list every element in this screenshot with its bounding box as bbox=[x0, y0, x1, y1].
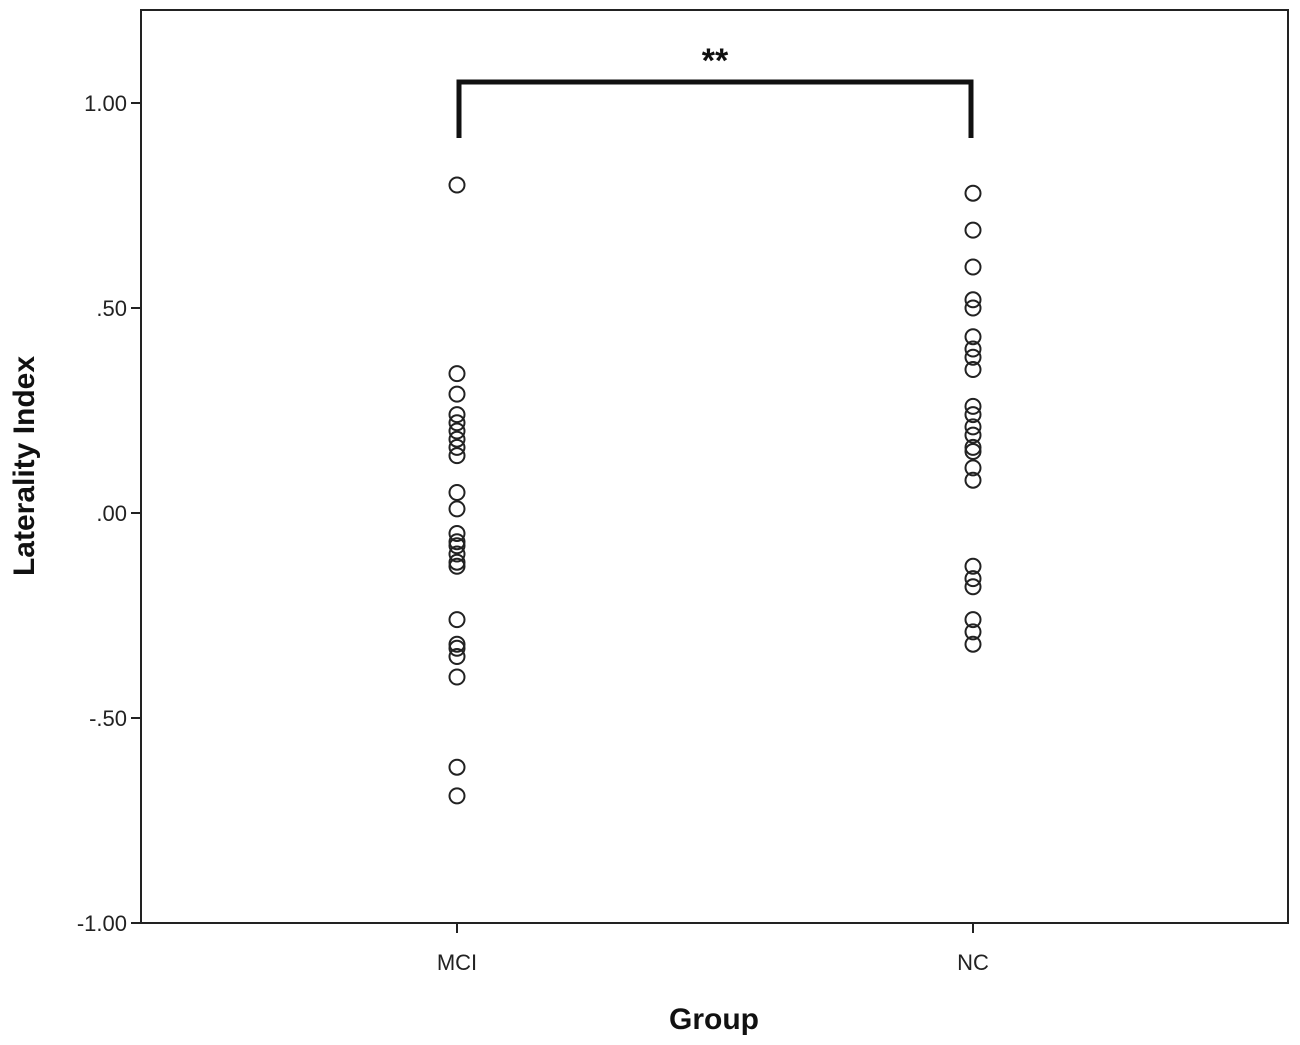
data-point-mci bbox=[448, 500, 466, 518]
data-point-nc bbox=[964, 340, 982, 358]
data-point-mci bbox=[448, 787, 466, 805]
data-point-nc bbox=[964, 578, 982, 596]
data-point-mci bbox=[448, 758, 466, 776]
data-point-mci bbox=[448, 611, 466, 629]
data-point-mci bbox=[448, 447, 466, 465]
y-axis-title: Laterality Index bbox=[8, 356, 41, 576]
data-point-mci bbox=[448, 484, 466, 501]
data-point-mci bbox=[448, 176, 466, 194]
data-point-mci bbox=[448, 557, 466, 575]
data-point-mci bbox=[448, 422, 466, 440]
y-tick-label: 1.00 bbox=[84, 91, 127, 116]
data-point-mci bbox=[448, 438, 466, 456]
x-tick-label: NC bbox=[957, 950, 989, 975]
data-point-nc bbox=[964, 184, 982, 202]
data-point-nc bbox=[964, 471, 982, 489]
x-axis: MCI NC bbox=[437, 923, 989, 975]
significance-label: ** bbox=[702, 42, 729, 80]
data-point-mci bbox=[448, 533, 466, 551]
data-point-mci bbox=[448, 635, 466, 653]
y-axis: 1.00 .50 .00 -.50 -1.00 bbox=[77, 91, 141, 936]
data-point-nc bbox=[964, 328, 982, 346]
data-point-nc bbox=[964, 406, 982, 424]
data-point-nc bbox=[964, 291, 982, 309]
data-point-nc bbox=[964, 557, 982, 575]
y-tick-label: -1.00 bbox=[77, 911, 127, 936]
plot-frame bbox=[140, 9, 1289, 924]
data-point-nc bbox=[964, 459, 982, 477]
data-points bbox=[448, 176, 982, 805]
data-point-mci bbox=[448, 385, 466, 403]
data-point-mci bbox=[448, 668, 466, 686]
data-point-nc bbox=[964, 438, 982, 456]
data-point-nc bbox=[964, 623, 982, 641]
significance-bracket-line bbox=[456, 79, 974, 138]
data-point-mci bbox=[448, 537, 466, 555]
data-point-mci bbox=[448, 553, 466, 571]
data-point-nc bbox=[964, 418, 982, 436]
data-point-nc bbox=[964, 258, 982, 276]
x-tick-label: MCI bbox=[437, 950, 477, 975]
data-point-mci bbox=[448, 648, 466, 665]
data-point-mci bbox=[448, 430, 466, 448]
y-tick-label: .00 bbox=[96, 501, 127, 526]
data-point-nc bbox=[964, 426, 982, 444]
data-point-mci bbox=[448, 639, 466, 657]
data-point-nc bbox=[964, 299, 982, 317]
data-point-mci bbox=[448, 545, 466, 563]
data-point-mci bbox=[448, 525, 466, 542]
data-point-nc bbox=[964, 611, 982, 629]
data-point-nc bbox=[964, 443, 982, 460]
data-point-mci bbox=[448, 414, 466, 432]
y-tick-label: -.50 bbox=[89, 706, 127, 731]
x-axis-title: Group bbox=[669, 1003, 759, 1036]
data-point-mci bbox=[448, 406, 466, 424]
data-point-nc bbox=[964, 348, 982, 366]
data-point-mci bbox=[448, 365, 466, 383]
data-point-nc bbox=[964, 570, 982, 588]
data-point-nc bbox=[964, 397, 982, 415]
significance-bracket: ** bbox=[456, 42, 974, 138]
data-point-nc bbox=[964, 361, 982, 378]
y-tick-label: .50 bbox=[96, 296, 127, 321]
data-point-nc bbox=[964, 221, 982, 239]
data-point-nc bbox=[964, 635, 982, 653]
